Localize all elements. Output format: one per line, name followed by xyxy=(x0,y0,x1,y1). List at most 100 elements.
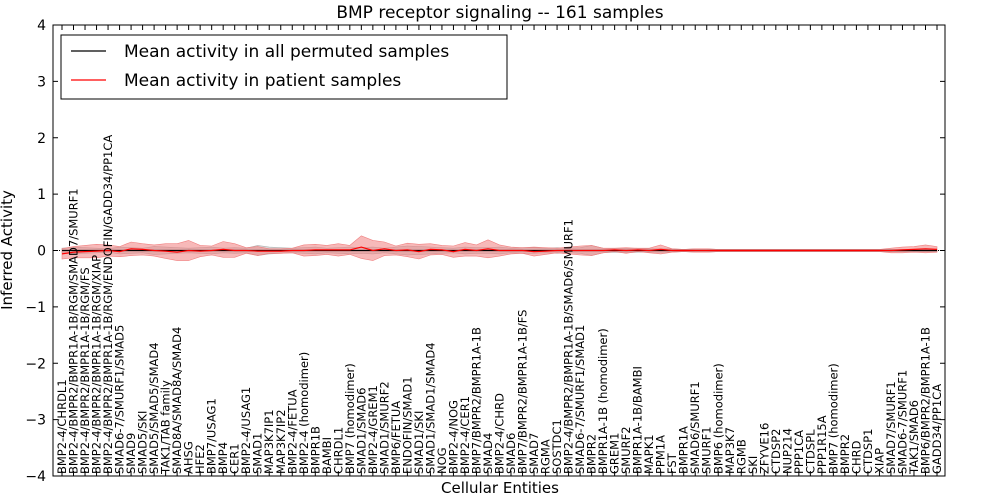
y-tick-label: 4 xyxy=(37,18,46,34)
x-tick-label: SKI xyxy=(746,456,760,474)
x-tick-label: BMP7/BMPR2/BMPR1A-1B/FS xyxy=(516,310,530,474)
series-line xyxy=(61,246,938,255)
x-tick-label: BMPR2 xyxy=(838,434,852,474)
x-tick-label: TAK1/TAB family xyxy=(159,380,173,475)
line-layer xyxy=(53,246,945,255)
x-tick-label: SMAD6 xyxy=(504,433,518,474)
x-tick-label: BMP4 xyxy=(216,442,230,474)
x-tick-label: BMPR1B xyxy=(308,426,322,474)
x-tick-label: BMP2-4 (homodimer) xyxy=(297,352,311,474)
x-tick-label: MAP3K7 xyxy=(723,427,737,474)
x-tick-label: BMP2-4/NOG xyxy=(446,400,460,474)
x-tick-label: RGMA xyxy=(539,439,553,474)
x-tick-label: SMAD4 xyxy=(481,433,495,474)
y-tick-label: 2 xyxy=(37,131,46,147)
x-tick-label: SMAD6-7/SMURF1/SMAD1 xyxy=(573,325,587,474)
x-tick-label: BMP2-4/USAG1 xyxy=(239,387,253,474)
x-tick-label: ENDOFIN/SMAD1 xyxy=(400,376,414,474)
x-tick-label: BAMBI xyxy=(320,437,334,474)
y-axis-label: Inferred Activity xyxy=(0,190,16,310)
x-tick-label: HFE2 xyxy=(193,444,207,474)
x-tick-label: SMAD6-7/SMURF1 xyxy=(896,370,910,474)
x-tick-label: SMAD1/SMURF2 xyxy=(377,381,391,474)
x-tick-label: BMP2-4/BMPR2/BMPR1A-1B/RGM/SMAD7/SMURF1 xyxy=(67,188,81,474)
x-tick-label: CHRD xyxy=(849,440,863,474)
legend-label-permuted: Mean activity in all permuted samples xyxy=(124,42,449,62)
x-tick-label: BMPR1A-1B/BAMBI xyxy=(631,366,645,474)
x-tick-label: BMP2-4/FETUA xyxy=(285,389,299,474)
x-tick-label: SMAD6-7/SMURF1/SMAD5 xyxy=(113,325,127,474)
x-tick-label: XIAP xyxy=(872,448,886,474)
x-tick-label: SMURF1 xyxy=(700,426,714,474)
x-tick-label: NOG xyxy=(435,447,449,474)
y-tick-label: −3 xyxy=(25,413,46,429)
x-tick-label: TAK1/SMAD6 xyxy=(907,400,921,475)
x-axis-label: Cellular Entities xyxy=(441,479,559,497)
x-tick-label: BMPR2 xyxy=(585,434,599,474)
x-tick-label: SMAD8A/SMAD8A/SMAD4 xyxy=(170,327,184,474)
x-tick-label: FST xyxy=(665,452,679,474)
x-tick-label: BMP7/USAG1 xyxy=(205,398,219,474)
x-tick-label: CTDSP2 xyxy=(769,429,783,474)
x-tick-label: GADD34/PP1CA xyxy=(930,384,944,474)
x-tick-label: GREM1 xyxy=(608,433,622,474)
series-band xyxy=(61,235,938,261)
x-tick-label: BMPR1A xyxy=(677,426,691,474)
x-tick-label: BMP7 (homodimer) xyxy=(343,363,357,474)
y-tick-label: −1 xyxy=(25,300,46,316)
x-tick-label: BMP2-4/BMPR2/BMPR1A-1B/SMAD6/SMURF1 xyxy=(562,219,576,474)
x-tick-label: SMAD1/SMAD1/SMAD4 xyxy=(423,342,437,474)
x-tick-label: NUP214 xyxy=(780,428,794,474)
legend: Mean activity in all permuted samples Me… xyxy=(60,34,508,100)
x-tick-label: BMPR1A-1B (homodimer) xyxy=(596,328,610,474)
x-axis: BMP2-4/CHRDL1BMP2-4/BMPR2/BMPR1A-1B/RGM/… xyxy=(55,25,944,476)
x-tick-label: SMAD1 xyxy=(251,433,265,474)
x-tick-label: CHRDL1 xyxy=(331,427,345,474)
y-axis: −4 −3 −2 −1 0 1 2 3 4 xyxy=(25,18,945,485)
x-tick-label: ZFYVE16 xyxy=(757,423,771,474)
x-tick-label: PPP1CA xyxy=(792,430,806,474)
x-tick-label: SMAD7 xyxy=(527,433,541,474)
legend-box xyxy=(60,34,508,100)
x-tick-label: BMP2-4/CER1 xyxy=(458,396,472,474)
x-tick-label: MAP3K7IP1 xyxy=(262,409,276,474)
x-tick-label: SMAD6/SMURF1 xyxy=(688,381,702,474)
x-tick-label: MAPK1 xyxy=(642,434,656,474)
chart-title: BMP receptor signaling -- 161 samples xyxy=(336,3,663,23)
x-tick-label: AHSG xyxy=(182,441,196,474)
x-tick-label: SMAD7/SMURF1 xyxy=(884,381,898,474)
x-tick-label: SMAD1/SMAD6 xyxy=(354,388,368,474)
x-tick-label: BMP6/BMPR2/BMPR1A-1B xyxy=(919,327,933,474)
x-tick-label: CER1 xyxy=(228,443,242,474)
legend-label-patient: Mean activity in patient samples xyxy=(124,71,401,91)
x-tick-label: BMP2-4/BMPR2/BMPR1A-1B/RGM/ENDOFIN/GADD3… xyxy=(101,135,115,474)
x-tick-label: RGMB xyxy=(734,439,748,474)
x-tick-label: BMP7/BMPR2/BMPR1A-1B xyxy=(470,327,484,474)
x-tick-label: BMP2-4/BMPR2/BMPR1A-1B/RGM/FS xyxy=(78,267,92,474)
x-tick-label: BMP2-4/GREM1 xyxy=(366,385,380,474)
x-tick-label: SOSTDC1 xyxy=(550,419,564,474)
x-tick-label: SMAD9 xyxy=(124,433,138,474)
y-tick-label: 0 xyxy=(37,244,46,260)
x-tick-label: SMURF2 xyxy=(619,426,633,474)
x-tick-label: BMP2-4/CHRD xyxy=(493,393,507,474)
x-tick-label: BMP7 (homodimer) xyxy=(826,363,840,474)
x-tick-label: PPP1R15A xyxy=(815,415,829,474)
x-tick-label: BMP2-4/BMPR2/BMPR1A-1B/RGM/XIAP xyxy=(90,255,104,474)
x-tick-label: BMP2-4/CHRDL1 xyxy=(55,379,69,474)
y-tick-label: 1 xyxy=(37,187,46,203)
x-tick-label: SMAD5/SKI xyxy=(136,411,150,474)
x-tick-label: MAP3K7IP2 xyxy=(274,409,288,474)
x-tick-label: BMP6/FETUA xyxy=(389,401,403,474)
y-tick-label: −2 xyxy=(25,356,46,372)
x-tick-label: CTDSPL xyxy=(803,429,817,474)
x-tick-label: SMAD5/SMAD5/SMAD4 xyxy=(147,342,161,474)
y-tick-label: 3 xyxy=(37,74,46,90)
x-tick-label: CTDSP1 xyxy=(861,429,875,474)
band-layer xyxy=(61,235,938,261)
x-tick-label: BMP6 (homodimer) xyxy=(711,363,725,474)
y-tick-label: −4 xyxy=(25,469,46,485)
x-tick-label: PPM1A xyxy=(654,435,668,474)
x-tick-label: SMAD1/SKI xyxy=(412,411,426,474)
